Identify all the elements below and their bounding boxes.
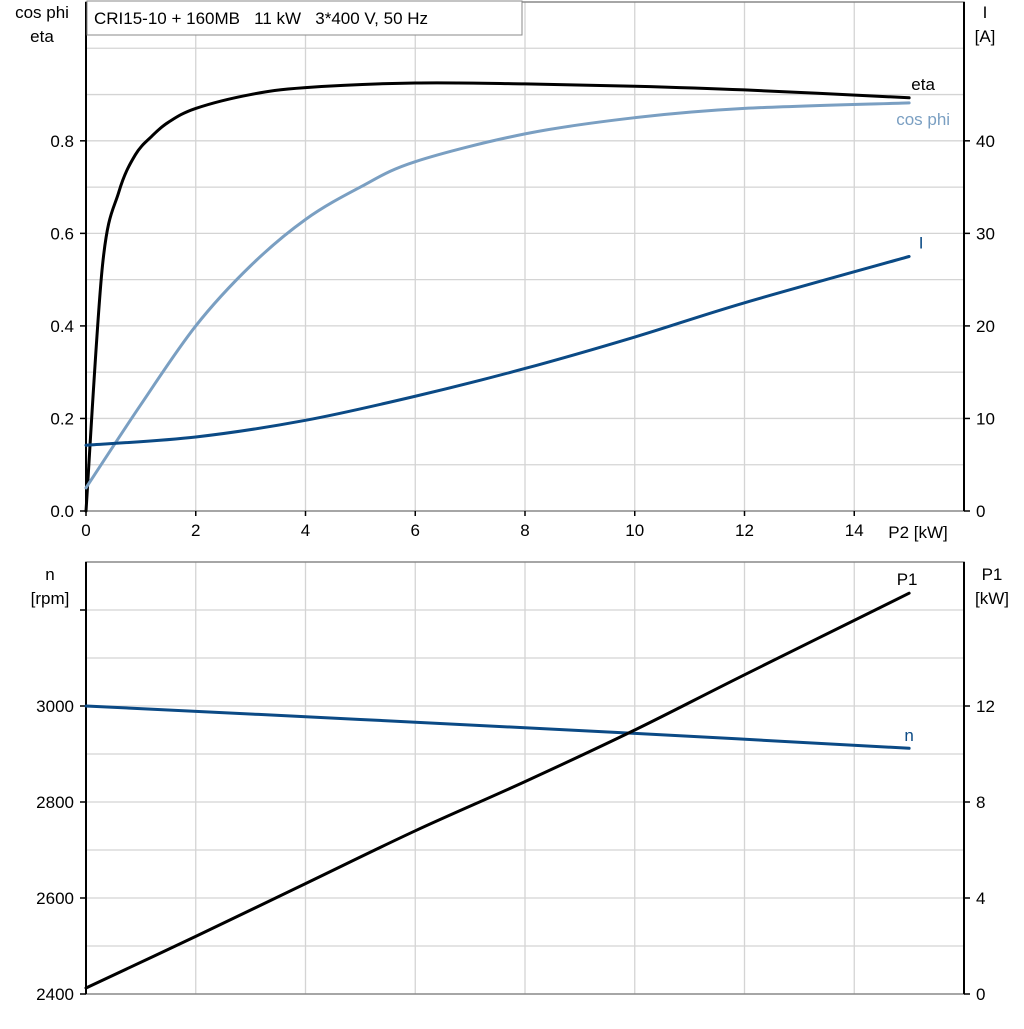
- bottom-right-axis-label-1: P1: [982, 565, 1003, 584]
- series-line-p1: [84, 591, 911, 990]
- series-label-eta: eta: [911, 75, 935, 94]
- x-tick-label: 8: [520, 521, 529, 540]
- y-left-tick-label: 2800: [36, 793, 74, 812]
- chart-title: CRI15-10 + 160MB 11 kW 3*400 V, 50 Hz: [94, 9, 428, 28]
- title-box: [86, 0, 523, 36]
- series-line-i: [84, 255, 911, 447]
- y-right-tick-label: 20: [976, 317, 995, 336]
- top-right-axis-label-2: [A]: [975, 27, 996, 46]
- x-tick-label: 14: [845, 521, 864, 540]
- series-label-i: I: [919, 234, 924, 253]
- y-left-tick-label: 0.4: [50, 317, 74, 336]
- top-left-axis-label-2: eta: [30, 27, 54, 46]
- series-label-p1: P1: [897, 570, 918, 589]
- y-right-tick-label: 8: [976, 793, 985, 812]
- y-right-tick-label: 30: [976, 224, 995, 243]
- y-left-tick-label: 0.2: [50, 409, 74, 428]
- y-right-tick-label: 0: [976, 502, 985, 521]
- series-line-cos-phi: [84, 101, 911, 490]
- series-line-eta: [84, 81, 911, 513]
- x-tick-label: 12: [735, 521, 754, 540]
- top-left-axis-label-1: cos phi: [15, 3, 69, 22]
- x-tick-label: 4: [301, 521, 310, 540]
- series-line-n: [84, 704, 911, 750]
- series-label-cos-phi: cos phi: [896, 110, 950, 129]
- y-right-tick-label: 4: [976, 889, 985, 908]
- x-tick-label: 10: [625, 521, 644, 540]
- x-tick-label: 0: [81, 521, 90, 540]
- y-left-tick-label: 0.6: [50, 224, 74, 243]
- top-right-axis-label-1: I: [983, 3, 988, 22]
- x-tick-label: 6: [411, 521, 420, 540]
- y-right-tick-label: 40: [976, 132, 995, 151]
- bottom-right-axis-label-2: [kW]: [975, 589, 1009, 608]
- bottom-left-axis-label-1: n: [45, 565, 54, 584]
- y-left-tick-label: 0.8: [50, 132, 74, 151]
- x-tick-label: 2: [191, 521, 200, 540]
- y-right-tick-label: 10: [976, 409, 995, 428]
- y-right-tick-label: 12: [976, 697, 995, 716]
- y-left-tick-label: 0.0: [50, 502, 74, 521]
- x-axis-label: P2 [kW]: [888, 523, 948, 542]
- bottom-left-axis-label-2: [rpm]: [31, 589, 70, 608]
- y-left-tick-label: 3000: [36, 697, 74, 716]
- y-left-tick-label: 2600: [36, 889, 74, 908]
- y-right-tick-label: 0: [976, 985, 985, 1004]
- y-left-tick-label: 2400: [36, 985, 74, 1004]
- series-label-n: n: [904, 726, 913, 745]
